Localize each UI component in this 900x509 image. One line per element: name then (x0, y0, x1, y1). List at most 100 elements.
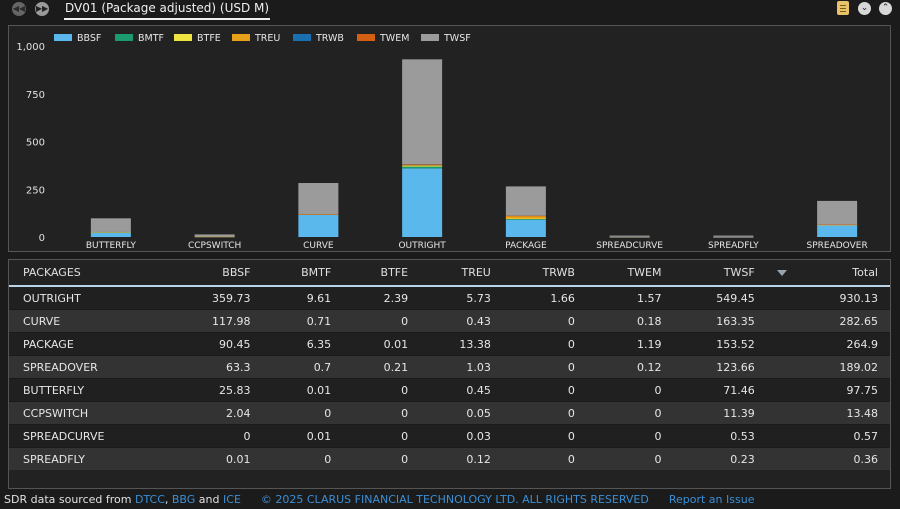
table-cell-spacer (766, 332, 797, 356)
table-cell-total: 264.9 (796, 332, 890, 356)
table-cell-bmtf: 0 (262, 401, 344, 425)
table-row[interactable]: PACKAGE 90.45 6.35 0.01 13.38 0 1.19 153.52 264.… (9, 332, 890, 356)
table-row[interactable]: OUTRIGHT 359.73 9.61 2.39 5.73 1.66 1.57 549.45… (9, 285, 890, 310)
table-cell-twem: 1.57 (586, 285, 674, 310)
table-cell-total: 97.75 (796, 378, 890, 402)
table-body: OUTRIGHT 359.73 9.61 2.39 5.73 1.66 1.57 549.45… (9, 285, 890, 470)
table-cell-trwb: 0 (502, 378, 587, 402)
ice-link[interactable]: ICE (223, 493, 241, 506)
table-cell-bbsf: 0 (169, 424, 263, 448)
legend-swatch-btfe (174, 34, 192, 41)
column-header-bmtf[interactable]: BMTF (262, 260, 344, 287)
chart-panel: 0 250 500 750 1,000 BBSF BMTF BTFE TREU TRWB TWEM T… (8, 25, 891, 252)
bar-segment-twem (298, 214, 339, 215)
bar-segment-bbsf (90, 232, 131, 237)
page-title-tab[interactable]: DV01 (Package adjusted) (USD M) (64, 0, 271, 20)
table-cell-spacer (766, 401, 797, 425)
table-cell-treu: 0.43 (420, 309, 503, 333)
table-cell-spacer (766, 285, 797, 310)
footer-prefix: SDR data sourced from (4, 493, 135, 506)
table-cell-packages: SPREADFLY (9, 447, 170, 470)
table-cell-bmtf: 6.35 (262, 332, 344, 356)
table-cell-spacer (766, 378, 797, 402)
table-cell-treu: 1.03 (420, 355, 503, 379)
table-row[interactable]: SPREADFLY 0.01 0 0 0.12 0 0 0.23 0.36 (9, 447, 890, 470)
table-cell-bbsf: 90.45 (169, 332, 263, 356)
stacked-bar-chart: 0 250 500 750 1,000 BBSF BMTF BTFE TREU TRWB TWEM T… (16, 33, 868, 251)
y-tick-label: 750 (26, 90, 45, 101)
table-cell-bbsf: 25.83 (169, 378, 263, 402)
previous-icon[interactable]: ◀◀ (12, 2, 26, 16)
legend-label-twsf: TWSF (443, 33, 471, 44)
table-row[interactable]: SPREADOVER 63.3 0.7 0.21 1.03 0 0.12 123.66 189.… (9, 355, 890, 379)
legend-swatch-twsf (421, 34, 439, 41)
table-cell-twem: 0 (586, 401, 674, 425)
table-cell-spacer (766, 447, 797, 470)
sort-column-header[interactable] (766, 260, 797, 287)
column-header-twem[interactable]: TWEM (586, 260, 674, 287)
column-header-bbsf[interactable]: BBSF (169, 260, 263, 287)
table-cell-total: 0.57 (796, 424, 890, 448)
dtcc-link[interactable]: DTCC (134, 493, 165, 506)
table-row[interactable]: CURVE 117.98 0.71 0 0.43 0 0.18 163.35 282.65 (9, 309, 890, 333)
table-cell-packages: CURVE (9, 309, 170, 333)
bar-segment-twem (402, 164, 443, 165)
legend-swatch-treu (232, 34, 250, 41)
bar-segment-bbsf (402, 168, 443, 237)
table-cell-twem: 0 (586, 447, 674, 470)
table-cell-total: 189.02 (796, 355, 890, 379)
legend-label-bbsf: BBSF (77, 33, 101, 44)
column-header-twsf[interactable]: TWSF (673, 260, 767, 287)
column-header-treu[interactable]: TREU (420, 260, 503, 287)
table-cell-bbsf: 63.3 (169, 355, 263, 379)
bar-segment-twsf (298, 183, 339, 215)
y-tick-label: 250 (26, 185, 45, 196)
legend-label-twem: TWEM (379, 33, 409, 44)
table-cell-btfe: 0.01 (343, 332, 421, 356)
column-header-trwb[interactable]: TRWB (502, 260, 587, 287)
bbg-link[interactable]: BBG (171, 493, 196, 506)
table-cell-trwb: 0 (502, 401, 587, 425)
bar-segment-twsf (505, 186, 546, 216)
table-cell-total: 13.48 (796, 401, 890, 425)
table-cell-btfe: 0 (343, 447, 421, 470)
table-cell-treu: 0.45 (420, 378, 503, 402)
x-tick-label: OUTRIGHT (398, 241, 446, 251)
x-tick-label: SPREADOVER (807, 241, 868, 251)
table-cell-packages: PACKAGE (9, 332, 170, 356)
chevron-up-icon[interactable]: ⌃ (879, 2, 892, 15)
column-header-btfe[interactable]: BTFE (343, 260, 421, 287)
table-cell-btfe: 0.21 (343, 355, 421, 379)
column-header-packages[interactable]: PACKAGES (9, 260, 170, 287)
table-cell-btfe: 0 (343, 378, 421, 402)
table-cell-bbsf: 0.01 (169, 447, 263, 470)
report-issue-link[interactable]: Report an Issue (668, 493, 755, 506)
table-cell-bbsf: 117.98 (169, 309, 263, 333)
table-row[interactable]: CCPSWITCH 2.04 0 0 0.05 0 0 11.39 13.48 (9, 401, 890, 425)
table-cell-treu: 0.03 (420, 424, 503, 448)
table-row[interactable]: BUTTERFLY 25.83 0.01 0 0.45 0 0 71.46 97.75 (9, 378, 890, 402)
table-header-row: PACKAGES BBSF BMTF BTFE TREU TRWB TWEM TWSF Tota… (9, 260, 890, 287)
table-cell-twsf: 11.39 (673, 401, 767, 425)
y-tick-label: 500 (26, 138, 45, 149)
bar-segment-btfe (402, 165, 443, 167)
table-cell-bbsf: 2.04 (169, 401, 263, 425)
table-cell-bmtf: 0.7 (262, 355, 344, 379)
table-cell-twsf: 153.52 (673, 332, 767, 356)
sort-desc-icon[interactable] (776, 270, 787, 276)
table-cell-total: 0.36 (796, 447, 890, 470)
bar-segment-btfe (505, 218, 546, 220)
column-header-total[interactable]: Total (796, 260, 890, 287)
table-cell-twem: 0.12 (586, 355, 674, 379)
next-icon[interactable]: ▶▶ (35, 2, 49, 16)
table-row[interactable]: SPREADCURVE 0 0.01 0 0.03 0 0 0.53 0.57 (9, 424, 890, 448)
table-cell-treu: 0.12 (420, 447, 503, 470)
legend-label-bmtf: BMTF (138, 33, 164, 44)
chevron-down-icon[interactable]: ⌄ (858, 2, 871, 15)
bar-segment-twsf (194, 234, 235, 237)
table-cell-twem: 1.19 (586, 332, 674, 356)
bar-baseline-stub (713, 235, 754, 237)
table-cell-packages: OUTRIGHT (9, 285, 170, 310)
notes-icon[interactable] (837, 1, 849, 15)
bar-segment-twem (817, 224, 858, 226)
